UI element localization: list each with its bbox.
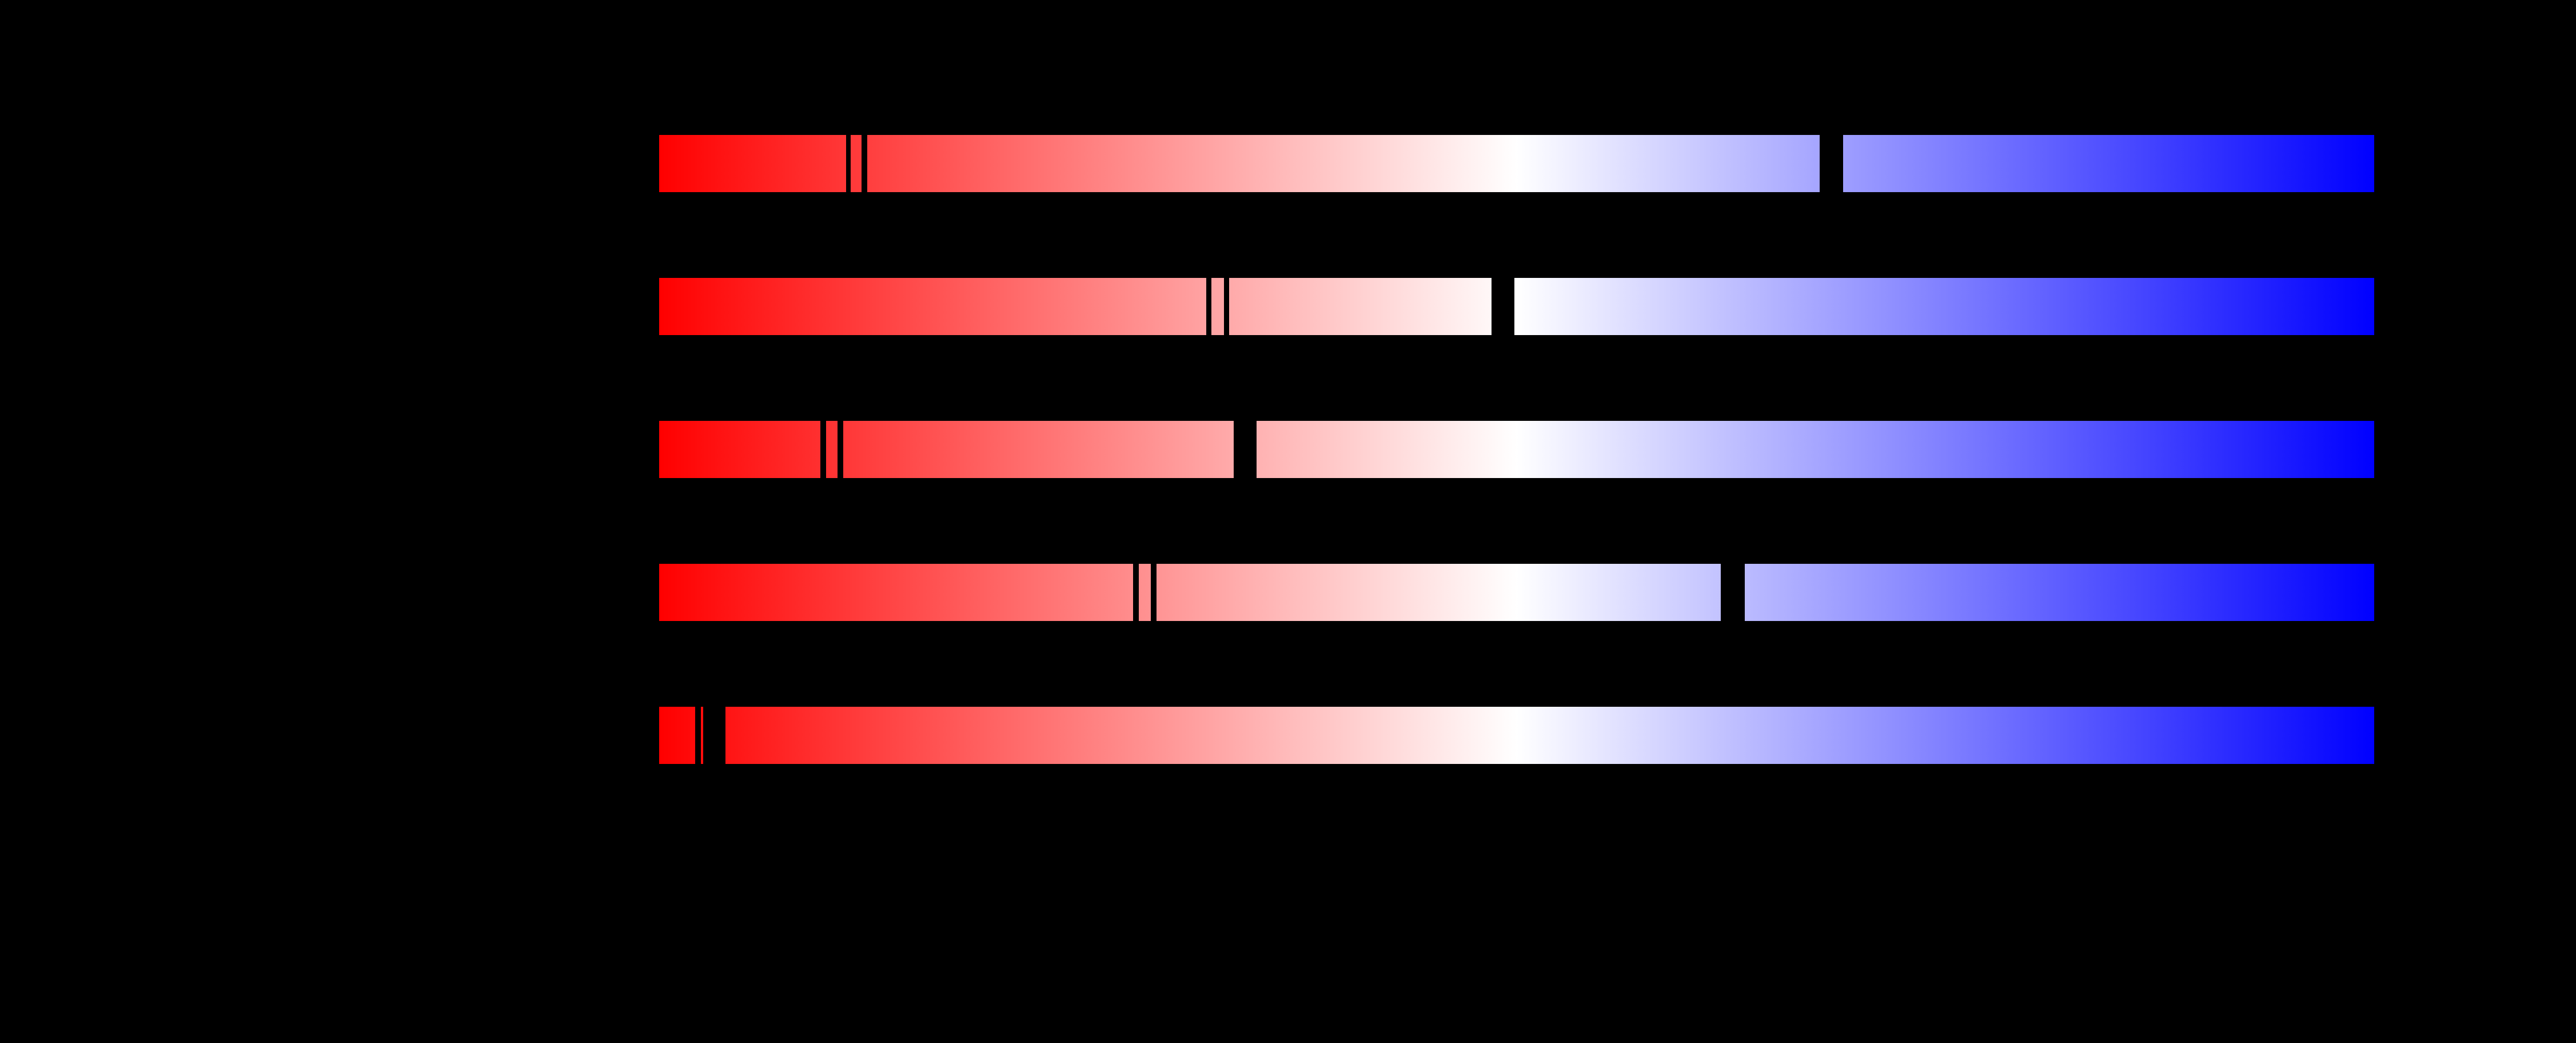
- bar-marker-tick: [1224, 278, 1229, 335]
- bar-marker-gap: [703, 707, 725, 764]
- bar-marker-tick: [838, 421, 843, 478]
- gradient-bar: [659, 135, 2374, 192]
- bar-marker-gap: [1234, 421, 1257, 478]
- gradient-bar: [659, 278, 2374, 335]
- bar-marker-tick: [695, 707, 701, 764]
- gradient-bar: [659, 707, 2374, 764]
- bar-marker-gap: [1820, 135, 1843, 192]
- bar-marker-gap: [1721, 564, 1745, 621]
- bar-marker-tick: [820, 421, 826, 478]
- bar-marker-tick: [846, 135, 851, 192]
- bar-marker-gap: [1492, 278, 1514, 335]
- gradient-bar: [659, 421, 2374, 478]
- bar-marker-tick: [1206, 278, 1211, 335]
- bar-marker-tick: [862, 135, 867, 192]
- gradient-bar: [659, 564, 2374, 621]
- bar-marker-tick: [1133, 564, 1139, 621]
- bar-marker-tick: [1151, 564, 1157, 621]
